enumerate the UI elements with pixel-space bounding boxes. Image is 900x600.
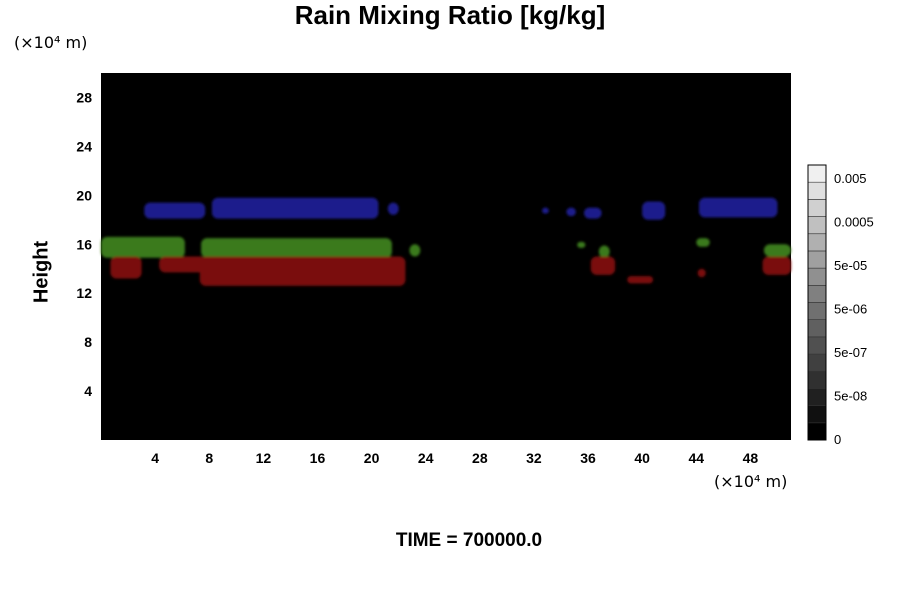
x-tick-label: 36 (580, 450, 596, 466)
data-region (566, 207, 576, 217)
y-tick-label: 8 (84, 334, 92, 350)
data-region (763, 244, 791, 257)
x-tick-label: 40 (634, 450, 650, 466)
colorbar-frame (807, 164, 827, 441)
y-tick-label: 24 (76, 138, 92, 154)
x-tick-label: 32 (526, 450, 542, 466)
data-region (409, 244, 421, 257)
data-region (110, 256, 142, 279)
colorbar-label: 5e-07 (834, 345, 867, 360)
y-tick-label: 20 (76, 187, 92, 203)
x-tick-label: 8 (205, 450, 213, 466)
colorbar-swatch (807, 181, 827, 200)
x-tick-labels: 4 8 12 16 20 24 28 32 36 40 44 48 (151, 450, 758, 466)
time-label: TIME = 700000.0 (395, 530, 543, 551)
colorbar-swatch (807, 233, 827, 252)
data-region (144, 202, 206, 219)
data-region (542, 207, 549, 214)
data-region (697, 268, 706, 278)
colorbar-swatch (807, 267, 827, 286)
y-tick-label: 4 (84, 383, 92, 399)
colorbar-swatch (807, 336, 827, 355)
x-axis-unit-label: (×10⁴ m) (714, 472, 788, 491)
data-region (211, 197, 379, 219)
x-tick-label: 4 (151, 450, 159, 466)
data-region (598, 245, 610, 258)
data-region (762, 256, 791, 275)
colorbar-swatch (807, 199, 827, 217)
x-tick-label: 24 (418, 450, 434, 466)
data-region (101, 236, 185, 258)
y-tick-labels: 4 8 12 16 20 24 28 (76, 89, 92, 399)
colorbar-swatch (807, 370, 827, 389)
chart-title: Rain Mixing Ratio [kg/kg] (294, 0, 606, 30)
y-tick-label: 16 (76, 236, 92, 252)
y-axis-unit-label: (×10⁴ m) (14, 33, 88, 52)
colorbar-swatch (807, 422, 827, 441)
colorbar-swatch (807, 216, 827, 235)
colorbar-label: 0 (834, 432, 841, 447)
colorbar-swatch (807, 302, 827, 320)
y-tick-label: 12 (76, 285, 92, 301)
x-tick-label: 20 (364, 450, 380, 466)
colorbar-swatch (807, 285, 827, 303)
data-regions (101, 197, 791, 286)
x-tick-label: 12 (256, 450, 272, 466)
y-tick-label: 28 (76, 89, 92, 105)
colorbar-label: 0.005 (834, 171, 867, 186)
colorbar-swatch (807, 319, 827, 338)
colorbar-swatch (807, 405, 827, 424)
colorbar-label: 5e-06 (834, 302, 867, 317)
data-region (699, 197, 778, 218)
data-region (584, 207, 602, 219)
colorbar-swatch (807, 164, 827, 183)
colorbar-swatch (807, 388, 827, 406)
x-tick-label: 28 (472, 450, 488, 466)
colorbar: 0.005 0.0005 5e-05 5e-06 5e-07 5e-08 0 (807, 164, 874, 447)
colorbar-swatch (807, 353, 827, 372)
colorbar-label: 5e-05 (834, 258, 867, 273)
data-region (627, 276, 653, 284)
data-region (159, 256, 207, 273)
data-region (642, 201, 666, 220)
data-region (577, 241, 586, 248)
data-region (387, 202, 399, 215)
colorbar-label: 5e-08 (834, 389, 867, 404)
x-tick-label: 16 (310, 450, 326, 466)
data-region (590, 256, 616, 275)
data-region (201, 238, 392, 258)
colorbar-swatch (807, 250, 827, 269)
x-tick-label: 48 (743, 450, 759, 466)
data-region (696, 238, 710, 247)
colorbar-label: 0.0005 (834, 215, 874, 230)
data-region (199, 256, 406, 286)
x-tick-label: 44 (689, 450, 705, 466)
